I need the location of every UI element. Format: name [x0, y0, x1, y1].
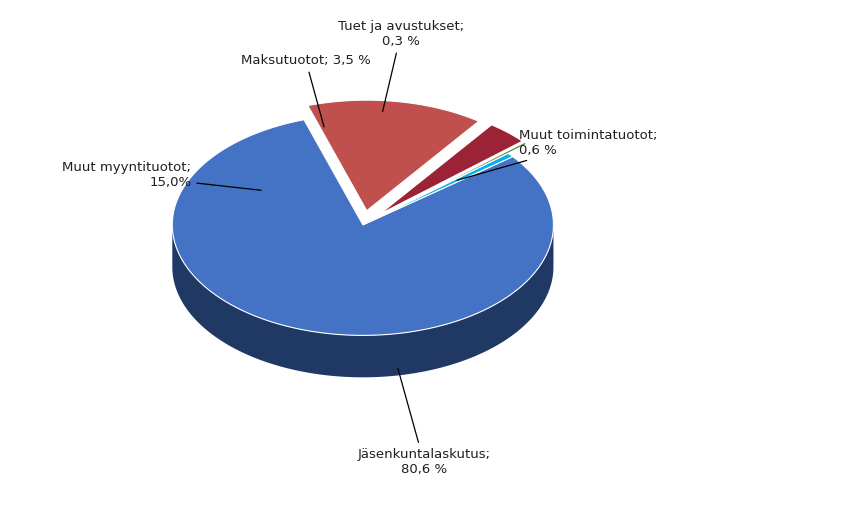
Polygon shape: [379, 125, 523, 214]
Polygon shape: [172, 225, 554, 377]
Text: Maksutuotot; 3,5 %: Maksutuotot; 3,5 %: [241, 54, 371, 127]
Polygon shape: [308, 100, 479, 211]
Text: Jäsenkuntalaskutus;
80,6 %: Jäsenkuntalaskutus; 80,6 %: [358, 369, 491, 476]
Text: Muut myyntituotot;
15,0%: Muut myyntituotot; 15,0%: [62, 161, 261, 190]
Polygon shape: [172, 120, 554, 335]
Text: Tuet ja avustukset;
0,3 %: Tuet ja avustukset; 0,3 %: [338, 20, 464, 112]
Polygon shape: [363, 154, 512, 225]
Text: Muut toimintatuotot;
0,6 %: Muut toimintatuotot; 0,6 %: [457, 129, 658, 180]
Polygon shape: [382, 142, 527, 216]
